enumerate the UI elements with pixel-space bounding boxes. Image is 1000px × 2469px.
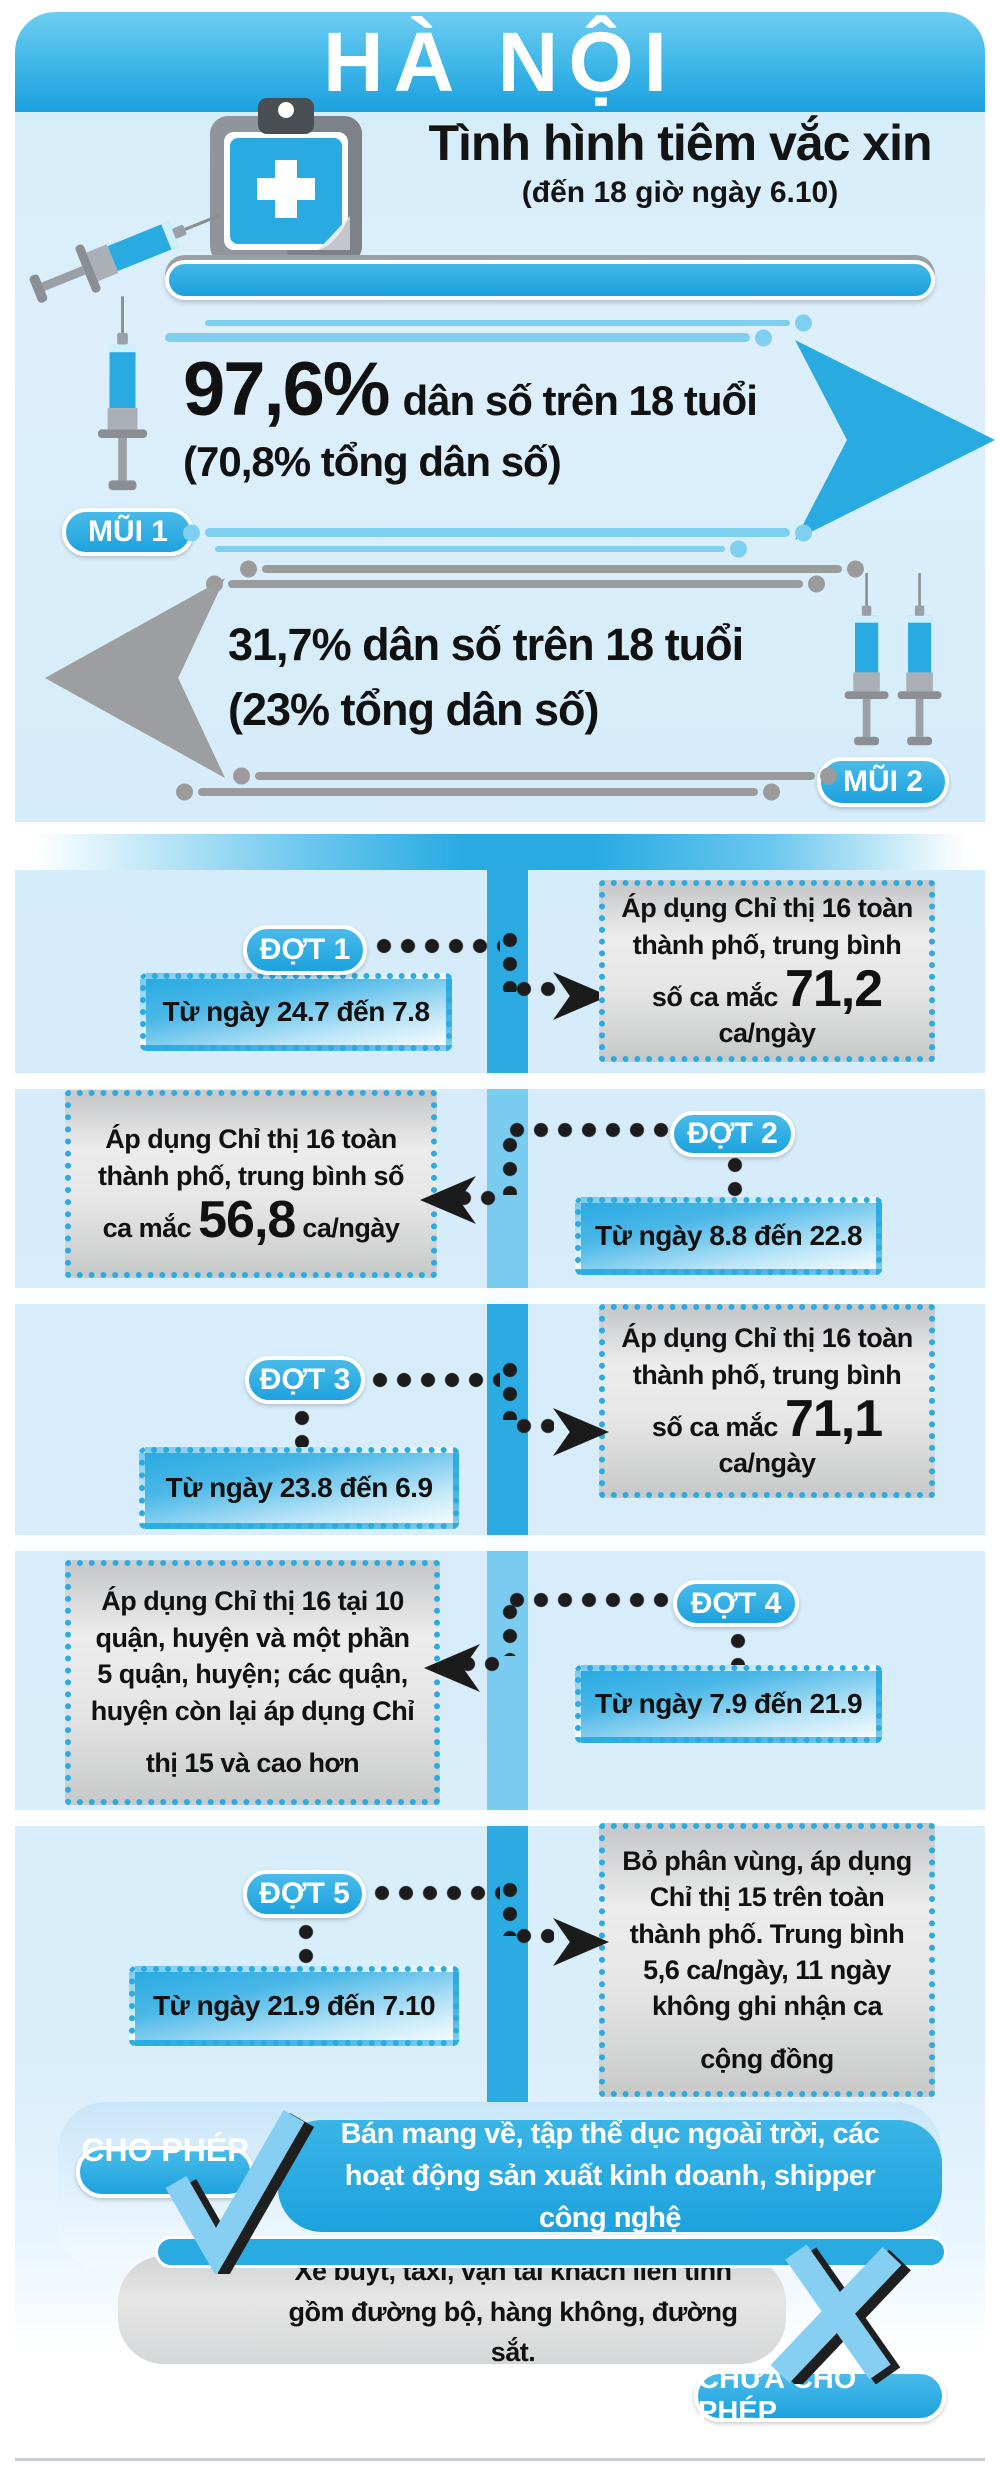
wave4-badge: ĐỢT 4 [673, 1580, 799, 1627]
syringe-icon [97, 296, 148, 491]
wave1-desc: Áp dụng Chỉ thị 16 toàn thành phố, trung… [599, 880, 935, 1062]
row-separator [15, 1810, 985, 1826]
dose1-text: dân số trên 18 tuổi [402, 377, 758, 424]
wave2-desc: Áp dụng Chỉ thị 16 toàn thành phố, trung… [65, 1090, 437, 1278]
dose2-badge: MŨI 2 [817, 757, 949, 807]
decorative-line [205, 528, 790, 537]
dose1-badge: MŨI 1 [62, 508, 194, 556]
connector-dots [370, 1885, 500, 1901]
not-allowed-box: Xe buýt, taxi, vận tải khách liên tỉnh g… [118, 2256, 786, 2367]
syringe-icon [29, 213, 221, 303]
decorative-line [255, 772, 815, 780]
row-separator [15, 1288, 985, 1304]
wave3-desc: Áp dụng Chỉ thị 16 toàn thành phố, trung… [599, 1304, 935, 1498]
wave2-date: Từ ngày 8.8 đến 22.8 [575, 1197, 882, 1275]
wave5-date: Từ ngày 21.9 đến 7.10 [129, 1966, 459, 2046]
connector-dots [505, 1122, 670, 1138]
connector-dots [298, 1920, 314, 1966]
connector-dots [730, 1629, 746, 1665]
connector-dots [502, 1600, 518, 1656]
decorative-line [228, 580, 803, 588]
decorative-line [165, 333, 750, 342]
syringe-icon [897, 573, 942, 746]
connector-dots [372, 938, 500, 954]
page-title: HÀ NỘI [323, 15, 677, 109]
wave4-desc: Áp dụng Chỉ thị 16 tại 10 quận, huyện và… [65, 1560, 440, 1805]
dose2-stats: 31,7% dân số trên 18 tuổi (23% tổng dân … [228, 612, 848, 743]
wave4-date: Từ ngày 7.9 đến 21.9 [575, 1665, 882, 1743]
title-block: Tình hình tiêm vắc xin (đến 18 giờ ngày … [395, 114, 965, 210]
decorative-line [205, 320, 790, 326]
divider-white [15, 822, 985, 834]
decorative-line [262, 565, 842, 573]
dose1-subtext: (70,8% tổng dân số) [183, 438, 562, 485]
clipboard-icon [210, 98, 362, 264]
wave5-badge: ĐỢT 5 [243, 1870, 366, 1918]
dose1-percent: 97,6% [183, 347, 390, 432]
dose2-line2: (23% tổng dân số) [228, 684, 600, 736]
allowed-box: Bán mang về, tập thể dục ngoài trời, các… [278, 2118, 942, 2234]
syringe-icon [844, 573, 889, 746]
check-icon [165, 2110, 315, 2274]
connector-dots [452, 1190, 502, 1206]
wave3-date: Từ ngày 23.8 đến 6.9 [139, 1447, 459, 1529]
connector-dots [512, 981, 556, 997]
allowed-badge: CHO PHÉP [76, 2132, 254, 2198]
connector-dots [294, 1406, 310, 1447]
divider-band [15, 834, 985, 870]
subtitle-date: (đến 18 giờ ngày 6.10) [521, 176, 839, 209]
decorative-line [198, 788, 758, 796]
connector-dots [505, 1592, 673, 1608]
subtitle-main: Tình hình tiêm vắc xin [428, 115, 932, 171]
not-allowed-badge: CHƯA CHO PHÉP [694, 2363, 946, 2428]
connector-dots [512, 1418, 554, 1434]
wave2-badge: ĐỢT 2 [670, 1111, 795, 1157]
connector-dots [512, 1928, 554, 1944]
wave1-date: Từ ngày 24.7 đến 7.8 [140, 973, 452, 1051]
x-icon [770, 2244, 911, 2384]
decorative-bar [165, 260, 935, 300]
header: HÀ NỘI [15, 12, 985, 112]
connector-dots [727, 1153, 743, 1197]
wave1-badge: ĐỢT 1 [243, 925, 367, 975]
dose2-line1: 31,7% dân số trên 18 tuổi [228, 619, 744, 670]
decorative-line [215, 546, 725, 552]
footer-line [15, 2458, 985, 2461]
connector-dots [368, 1372, 500, 1388]
dose1-stats: 97,6% dân số trên 18 tuổi (70,8% tổng dâ… [183, 352, 813, 486]
row-separator [15, 1073, 985, 1089]
row-separator [15, 1535, 985, 1551]
wave5-desc: Bỏ phân vùng, áp dụng Chỉ thị 15 trên to… [599, 1823, 935, 2097]
connector-dots [502, 1133, 518, 1195]
wave3-badge: ĐỢT 3 [245, 1356, 365, 1404]
connector-dots [502, 1878, 518, 1936]
connector-dots [502, 928, 518, 992]
connector-dots [502, 1358, 518, 1420]
